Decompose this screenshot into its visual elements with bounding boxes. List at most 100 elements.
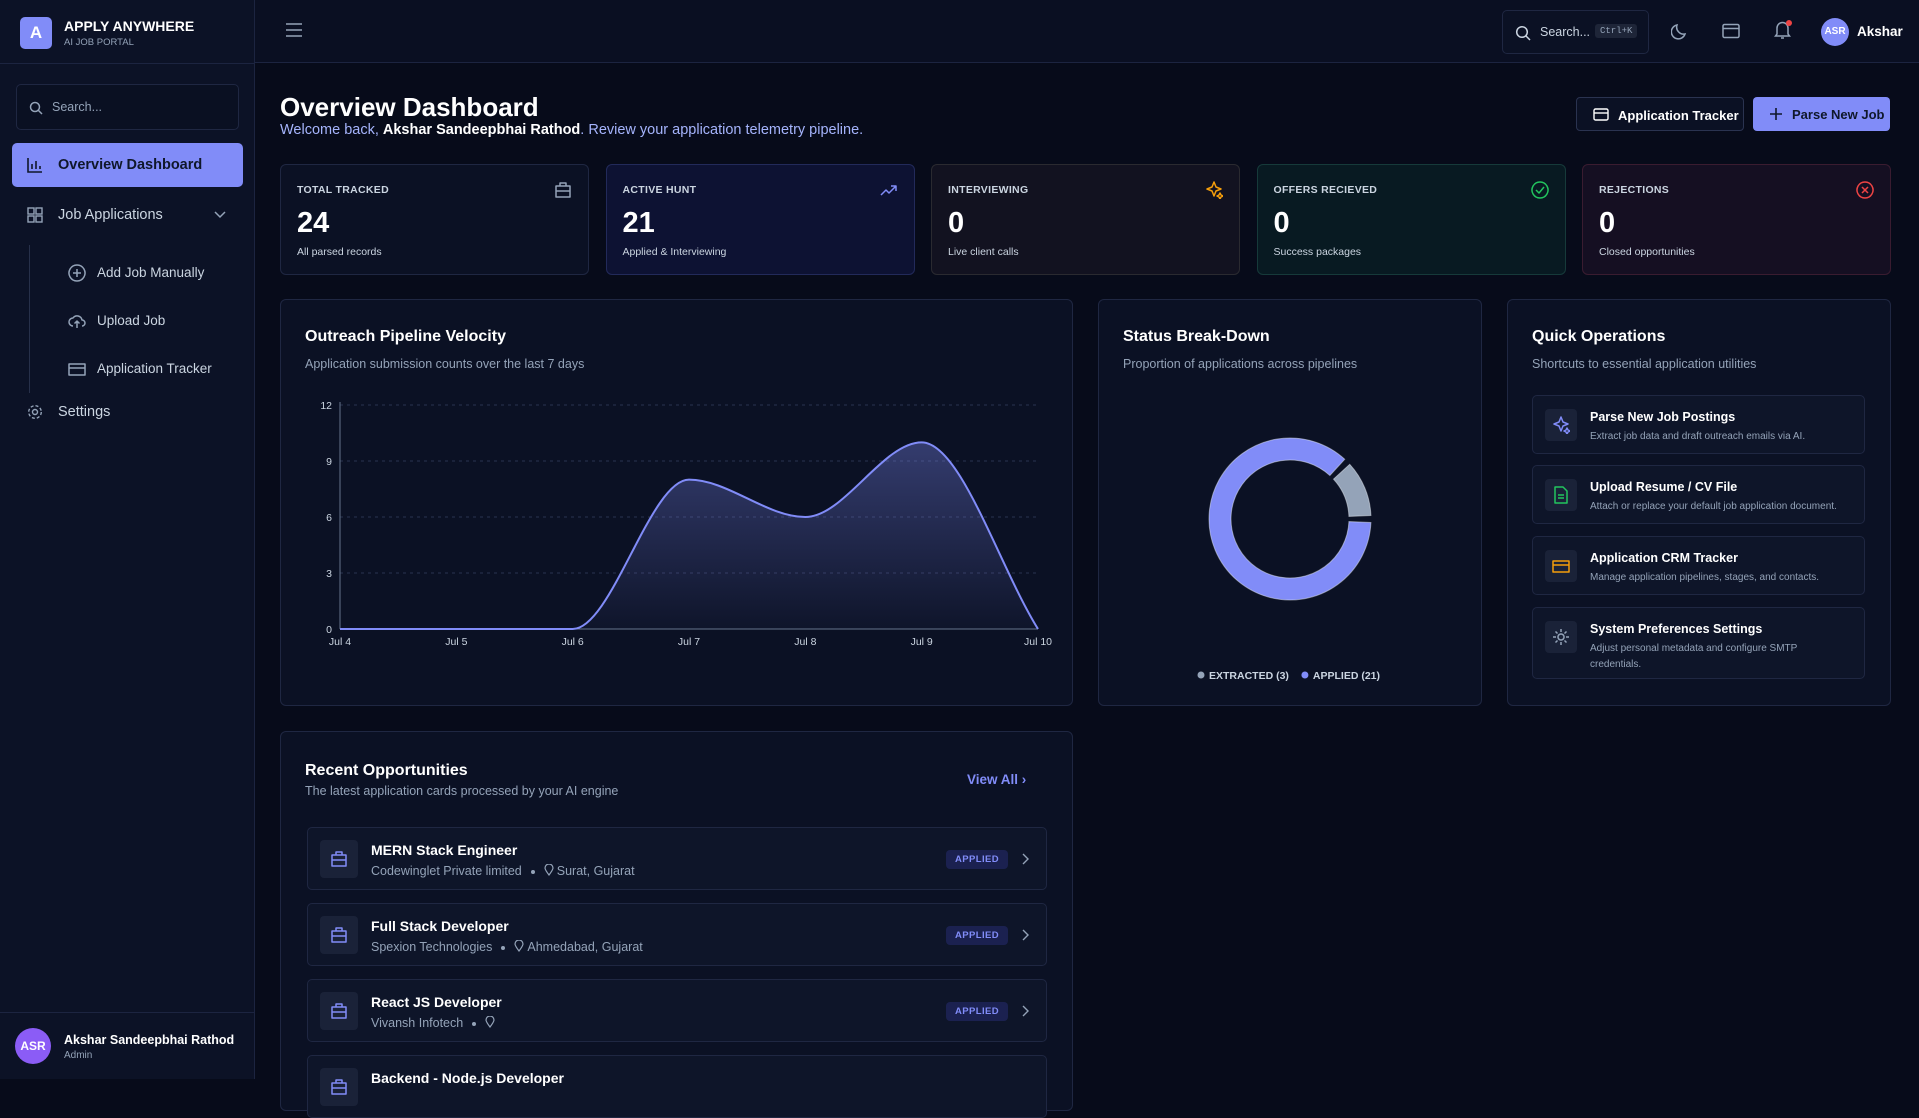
- separator: [501, 945, 506, 950]
- search-icon: [1515, 25, 1531, 41]
- quick-title: System Preferences Settings: [1590, 622, 1763, 636]
- icon-shape: [331, 927, 347, 943]
- search-placeholder: Search...: [52, 100, 103, 114]
- icon-shape: [68, 363, 86, 376]
- welcome-text: Welcome back,: [280, 122, 383, 138]
- company: Codewinglet Private limited: [371, 864, 522, 878]
- chart-subtitle: Application submission counts over the l…: [305, 357, 585, 371]
- quick-item[interactable]: Application CRM Tracker Manage applicatio…: [1532, 536, 1865, 595]
- y-tick-label: 6: [326, 512, 332, 524]
- stat-note: Closed opportunities: [1599, 246, 1695, 258]
- opportunity-row[interactable]: React JS Developer Vivansh Infotech APPLIE…: [307, 979, 1047, 1042]
- chart-title: Status Break-Down: [1123, 328, 1270, 345]
- pin: [485, 1015, 495, 1029]
- sub-nav-item[interactable]: Application Tracker: [54, 351, 244, 387]
- icon: [331, 1079, 347, 1095]
- button-label: Parse New Job: [1792, 107, 1885, 122]
- chart-subtitle: Proportion of applications across pipeli…: [1123, 357, 1358, 371]
- opportunity-row[interactable]: Full Stack Developer Spexion Technologies…: [307, 903, 1047, 966]
- welcome-text: . Review your application telemetry pipe…: [580, 122, 864, 138]
- job-title: MERN Stack Engineer: [371, 842, 518, 858]
- stat-card: INTERVIEWING 0 Live client calls: [931, 164, 1240, 275]
- x-tick-label: Jul 9: [911, 636, 933, 648]
- brand: APPLY ANYWHERE: [64, 18, 195, 34]
- location-icon: [485, 1015, 495, 1029]
- legend-swatch: [1301, 671, 1309, 679]
- notifications[interactable]: [1773, 19, 1793, 41]
- nav-icon: [27, 158, 42, 173]
- x-tick-label: Jul 4: [329, 636, 351, 648]
- sub-nav-label: Add Job Manually: [97, 265, 205, 280]
- x-tick-label: Jul 10: [1024, 636, 1052, 648]
- sidebar-search[interactable]: Search...: [16, 84, 239, 130]
- card-subtitle: The latest application cards processed b…: [305, 784, 619, 798]
- stat-label: ACTIVE HUNT: [622, 184, 697, 196]
- quick-title: Upload Resume / CV File: [1590, 480, 1738, 494]
- job-meta: Spexion Technologies Ahmedabad, Gujarat: [371, 939, 643, 954]
- location-icon: [544, 863, 554, 877]
- legend-label: EXTRACTED (3): [1209, 670, 1289, 682]
- parse-button[interactable]: Parse New Job: [1753, 97, 1890, 131]
- opportunity-row[interactable]: MERN Stack Engineer Codewinglet Private l…: [307, 827, 1047, 890]
- chevron: [1022, 853, 1029, 865]
- header: Search... Ctrl+K ASR Akshar: [255, 0, 1919, 63]
- avatar: ASR: [15, 1028, 51, 1064]
- x-tick-label: Jul 8: [794, 636, 816, 648]
- quick-desc: Extract job data and draft outreach emai…: [1590, 431, 1806, 442]
- icon-shape: [331, 1079, 347, 1095]
- icon: [1554, 486, 1568, 504]
- nav-item[interactable]: Settings: [12, 392, 243, 432]
- icon: [1856, 181, 1874, 199]
- quick-icon: [1545, 479, 1577, 511]
- stat-value: 0: [1599, 207, 1616, 239]
- card-subtitle: Shortcuts to essential application utili…: [1532, 357, 1757, 371]
- icon: [879, 185, 897, 196]
- recent-opportunities: Recent Opportunities The latest applicat…: [280, 731, 1073, 1118]
- quick-item[interactable]: System Preferences Settings Adjust person…: [1532, 607, 1865, 679]
- nav-label: Overview Dashboard: [58, 157, 203, 173]
- icon-shape: [1206, 181, 1223, 199]
- icon: [1530, 181, 1549, 199]
- quick-title: Application CRM Tracker: [1590, 551, 1738, 565]
- stat-note: Live client calls: [948, 246, 1019, 258]
- company: Vivansh Infotech: [371, 1016, 464, 1030]
- stat-card: REJECTIONS 0 Closed opportunities: [1582, 164, 1891, 275]
- icon-shape: [555, 182, 571, 198]
- quick-item[interactable]: Upload Resume / CV File Attach or replace…: [1532, 465, 1865, 524]
- header-search[interactable]: Search... Ctrl+K: [1502, 10, 1649, 54]
- nav-item[interactable]: Job Applications: [12, 195, 243, 235]
- search-icon: [29, 101, 43, 115]
- stat-value: 24: [297, 207, 330, 239]
- chevron: [214, 211, 226, 219]
- sub-nav-item[interactable]: Upload Job: [54, 303, 244, 339]
- donut-chart: EXTRACTED (3) APPLIED (21): [1197, 437, 1380, 682]
- x-tick-label: Jul 7: [678, 636, 700, 648]
- row-icon: [320, 916, 358, 954]
- tracker-button[interactable]: Application Tracker: [1576, 97, 1744, 131]
- avatar[interactable]: ASR: [1821, 18, 1849, 46]
- sub-nav-label: Application Tracker: [97, 361, 212, 376]
- quick-item[interactable]: Parse New Job Postings Extract job data a…: [1532, 395, 1865, 454]
- icon-shape: [879, 185, 897, 196]
- calendar-button[interactable]: [1722, 23, 1740, 39]
- y-tick-label: 3: [326, 568, 332, 580]
- job-title: Full Stack Developer: [371, 918, 509, 934]
- icon-shape: [331, 851, 347, 867]
- job-meta: Codewinglet Private limited Surat, Gujara…: [371, 863, 635, 878]
- sub-nav-label: Upload Job: [97, 313, 166, 328]
- sub-nav-item[interactable]: Add Job Manually: [54, 255, 244, 291]
- theme-toggle[interactable]: [1671, 23, 1689, 41]
- nav-active[interactable]: Overview Dashboard: [12, 143, 243, 187]
- opportunity-row[interactable]: Backend - Node.js Developer: [307, 1055, 1047, 1118]
- row-chevron: [1022, 853, 1029, 865]
- quick-desc: Manage application pipelines, stages, an…: [1590, 572, 1820, 583]
- view-all[interactable]: View All ›: [967, 772, 1027, 787]
- legend-swatch: [1197, 671, 1205, 679]
- divider: [0, 63, 255, 64]
- pin: [544, 863, 554, 877]
- icon-shape: [1552, 560, 1570, 573]
- stat-card: TOTAL TRACKED 24 All parsed records: [280, 164, 589, 275]
- quick-title: Parse New Job Postings: [1590, 410, 1736, 424]
- donut-slice: [1332, 463, 1372, 517]
- menu-toggle[interactable]: [285, 22, 303, 38]
